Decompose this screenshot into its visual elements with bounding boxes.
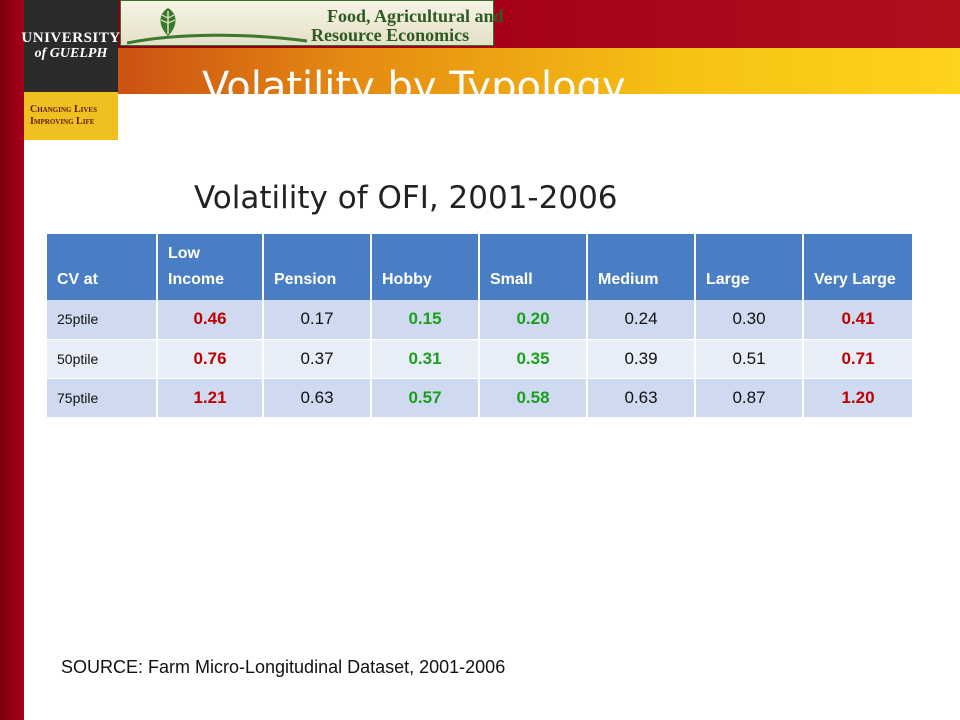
table-cell: 1.21	[157, 378, 264, 418]
department-line1: Food, Agricultural and	[327, 6, 504, 26]
title-band	[24, 48, 960, 94]
tagline-line1: Changing Lives	[30, 104, 97, 115]
table-cell: 0.76	[157, 339, 264, 379]
column-header: Large	[695, 234, 804, 300]
table-cell: 0.51	[695, 339, 804, 379]
row-label: 75ptile	[47, 378, 158, 418]
department-banner: Food, Agricultural and Resource Economic…	[120, 0, 504, 46]
logo-line1: UNIVERSITY	[21, 30, 121, 46]
slide-title: Volatility by Typology	[202, 64, 626, 94]
table-cell: 0.46	[157, 300, 264, 340]
table-heading: Volatility of OFI, 2001-2006	[194, 180, 618, 216]
table-cell: 0.37	[263, 339, 372, 379]
tagline-line2: Improving Life	[30, 116, 95, 127]
table-cell: 0.39	[587, 339, 696, 379]
content-area-left	[24, 140, 118, 720]
row-label: 50ptile	[47, 339, 158, 379]
table-cell: 0.20	[479, 300, 588, 340]
column-header: Pension	[263, 234, 372, 300]
swoosh-icon	[127, 33, 307, 45]
row-label: 25ptile	[47, 300, 158, 340]
table-cell: 0.41	[803, 300, 912, 340]
table-cell: 0.87	[695, 378, 804, 418]
left-band	[0, 0, 24, 720]
table-cell: 0.63	[587, 378, 696, 418]
logo-line2: of GUELPH	[34, 46, 108, 61]
leaf-icon	[160, 8, 176, 36]
source-note: SOURCE: Farm Micro-Longitudinal Dataset,…	[61, 657, 506, 677]
table-row: 50ptile 0.76 0.37 0.31 0.35 0.39 0.51 0.…	[47, 339, 912, 379]
table-cell: 0.31	[371, 339, 480, 379]
table-header-row: CV at Low Income Pension Hobby Small Med…	[47, 234, 912, 300]
university-logo: UNIVERSITY of GUELPH	[21, 0, 121, 92]
table-cell: 0.17	[263, 300, 372, 340]
column-header: Medium	[587, 234, 696, 300]
table-cell: 1.20	[803, 378, 912, 418]
column-header: Hobby	[371, 234, 480, 300]
table-cell: 0.35	[479, 339, 588, 379]
slide-title-container: Volatility by Typology	[120, 48, 820, 94]
table-cell: 0.57	[371, 378, 480, 418]
table-cell: 0.24	[587, 300, 696, 340]
column-header: Small	[479, 234, 588, 300]
column-header: CV at	[47, 234, 158, 300]
table-cell: 0.71	[803, 339, 912, 379]
table-cell: 0.30	[695, 300, 804, 340]
column-header: Very Large	[803, 234, 912, 300]
column-header: Low Income	[157, 234, 264, 300]
table-cell: 0.58	[479, 378, 588, 418]
volatility-table: CV at Low Income Pension Hobby Small Med…	[47, 234, 912, 418]
table-row: 25ptile 0.46 0.17 0.15 0.20 0.24 0.30 0.…	[47, 300, 912, 340]
table-row: 75ptile 1.21 0.63 0.57 0.58 0.63 0.87 1.…	[47, 378, 912, 418]
table-cell: 0.15	[371, 300, 480, 340]
department-line2: Resource Economics	[311, 25, 470, 45]
university-tagline: Changing Lives Improving Life	[24, 92, 118, 140]
table-cell: 0.63	[263, 378, 372, 418]
